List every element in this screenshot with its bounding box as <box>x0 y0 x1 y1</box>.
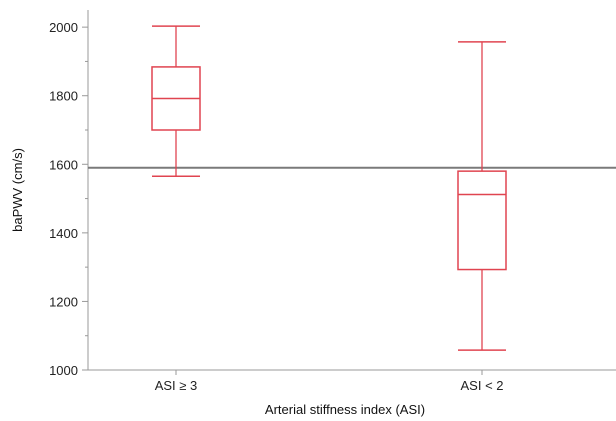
y-tick-label: 2000 <box>49 20 78 35</box>
y-tick-label: 1200 <box>49 294 78 309</box>
y-tick-label: 1800 <box>49 89 78 104</box>
box-2 <box>457 41 507 351</box>
y-axis-ticks: 1000 1200 1400 1600 1800 2000 <box>49 20 88 378</box>
x-tick-label: ASI ≥ 3 <box>155 378 198 393</box>
y-tick-label: 1000 <box>49 363 78 378</box>
x-axis-ticks: ASI ≥ 3 ASI < 2 <box>155 370 504 393</box>
x-tick-label: ASI < 2 <box>461 378 504 393</box>
box-group <box>151 25 507 351</box>
y-tick-label: 1600 <box>49 157 78 172</box>
box-1 <box>151 25 201 178</box>
iqr-box <box>457 170 507 271</box>
y-tick-label: 1400 <box>49 226 78 241</box>
x-axis-title: Arterial stiffness index (ASI) <box>265 402 425 417</box>
y-axis-title: baPWV (cm/s) <box>10 148 25 232</box>
